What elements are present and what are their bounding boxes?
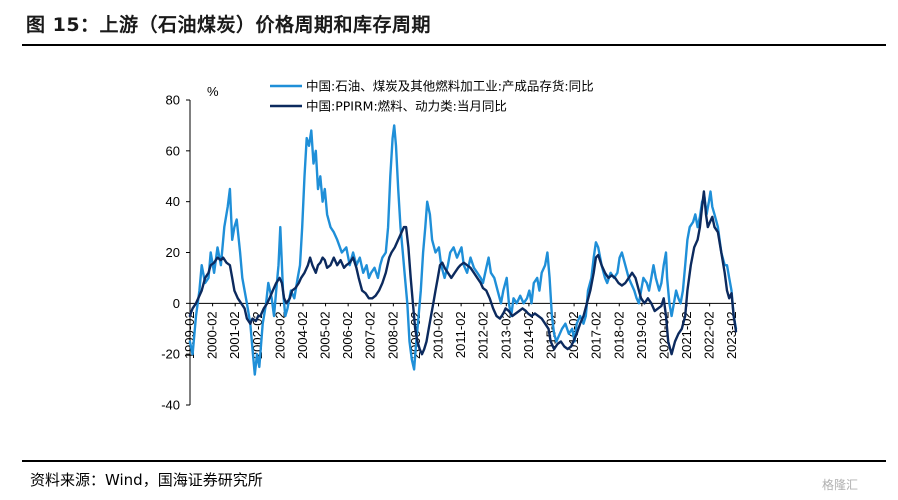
top-rule — [22, 44, 886, 46]
legend-label-1: 中国:石油、煤炭及其他燃料加工业:产成品存货:同比 — [306, 79, 594, 94]
y-tick-label: 20 — [166, 245, 180, 260]
x-tick-label: 2010-02 — [431, 311, 446, 359]
legend: 中国:石油、煤炭及其他燃料加工业:产成品存货:同比中国:PPIRM:燃料、动力类… — [270, 79, 594, 114]
x-tick-label: 2022-02 — [702, 311, 717, 359]
x-tick-label: 2017-02 — [589, 311, 604, 359]
x-tick-label: 2001-02 — [227, 311, 242, 359]
bottom-rule — [22, 460, 886, 462]
x-tick-label: 2018-02 — [611, 311, 626, 359]
x-tick-label: 2023-02 — [724, 311, 739, 359]
x-tick-label: 2000-02 — [205, 311, 220, 359]
legend-label-2: 中国:PPIRM:燃料、动力类:当月同比 — [306, 99, 507, 114]
x-tick-label: 2007-02 — [363, 311, 378, 359]
x-tick-label: 2014-02 — [521, 311, 536, 359]
x-tick-label: 2004-02 — [295, 311, 310, 359]
watermark-logo: 格隆汇 — [822, 478, 859, 492]
x-tick-label: 2019-02 — [634, 311, 649, 359]
x-tick-label: 2005-02 — [318, 311, 333, 359]
x-tick-label: 2021-02 — [679, 311, 694, 359]
source-note: 资料来源：Wind，国海证券研究所 — [30, 471, 263, 489]
x-tick-label: 2008-02 — [385, 311, 400, 359]
y-tick-label: 0 — [173, 296, 180, 311]
x-tick-label: 2003-02 — [272, 311, 287, 359]
figure-title: 图 15：上游（石油煤炭）价格周期和库存周期 — [26, 14, 432, 36]
x-tick-label: 2013-02 — [498, 311, 513, 359]
series-line-2 — [188, 190, 738, 356]
y-axis-unit-label: % — [207, 84, 219, 99]
y-tick-label: 40 — [166, 194, 180, 209]
y-tick-label: 80 — [166, 93, 180, 108]
series-layer — [188, 124, 738, 376]
y-tick-label: -40 — [161, 398, 180, 413]
x-tick-label: 2012-02 — [476, 311, 491, 359]
y-tick-label: -20 — [161, 347, 180, 362]
y-tick-label: 60 — [166, 143, 180, 158]
x-tick-label: 2015-02 — [543, 311, 558, 359]
x-tick-label: 2006-02 — [340, 311, 355, 359]
x-tick-label: 2011-02 — [453, 311, 468, 358]
x-tick-label: 2020-02 — [656, 311, 671, 359]
